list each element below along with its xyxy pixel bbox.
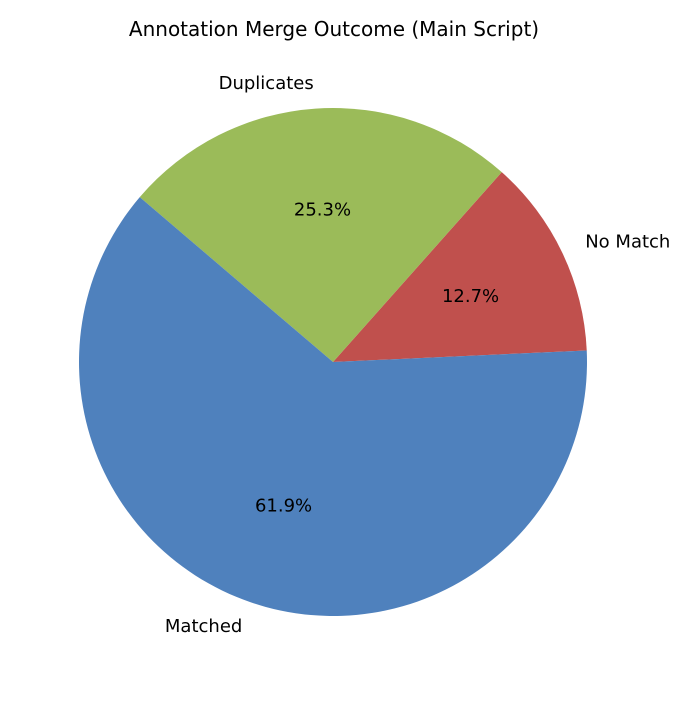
slice-percent-matched: 61.9% bbox=[255, 496, 312, 517]
slice-label-matched: Matched bbox=[165, 616, 242, 637]
slice-label-no-match: No Match bbox=[585, 231, 670, 252]
slice-percent-duplicates: 25.3% bbox=[294, 199, 351, 220]
chart-title: Annotation Merge Outcome (Main Script) bbox=[129, 17, 539, 41]
pie-slice-no-match bbox=[333, 172, 587, 362]
slice-label-duplicates: Duplicates bbox=[219, 73, 314, 94]
pie-slice-duplicates bbox=[139, 107, 502, 362]
slice-percent-no-match: 12.7% bbox=[442, 286, 499, 307]
pie-slice-matched bbox=[79, 197, 588, 616]
pie-labels: No Match 12.7% Duplicates 25.3% Matched 61.9% bbox=[165, 73, 670, 637]
pie-slices bbox=[79, 107, 588, 616]
